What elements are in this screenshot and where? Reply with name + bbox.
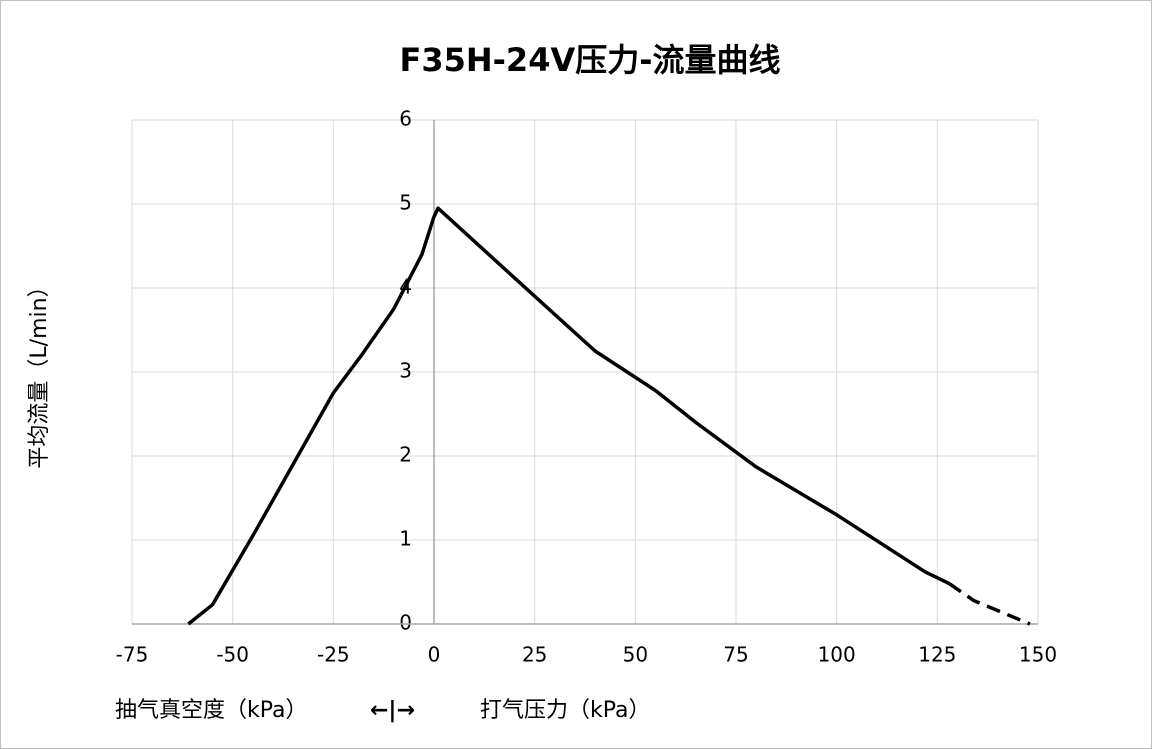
y-tick-label: 0 xyxy=(399,611,412,635)
chart-title: F35H-24V压力-流量曲线 xyxy=(399,41,780,79)
y-tick-label: 6 xyxy=(399,107,412,131)
x-tick-label: -50 xyxy=(216,643,249,667)
x-tick-label: 75 xyxy=(723,643,748,667)
x-axis-label-left: 抽气真空度（kPa） xyxy=(115,698,308,723)
y-axis-label: 平均流量（L/min） xyxy=(27,275,52,468)
x-tick-label: 100 xyxy=(818,643,856,667)
x-axis-label-mid: ←|→ xyxy=(370,698,415,723)
y-tick-label: 3 xyxy=(399,359,412,383)
x-tick-label: 125 xyxy=(918,643,956,667)
x-tick-label: -25 xyxy=(317,643,350,667)
x-axis-label-right: 打气压力（kPa） xyxy=(480,698,651,723)
x-tick-label: 50 xyxy=(623,643,648,667)
y-tick-label: 2 xyxy=(399,443,412,467)
data-line xyxy=(187,206,951,626)
x-tick-label: 0 xyxy=(428,643,441,667)
x-tick-label: -75 xyxy=(116,643,149,667)
x-tick-label: 25 xyxy=(522,643,547,667)
y-tick-label: 1 xyxy=(399,527,412,551)
data-line xyxy=(948,582,1031,626)
y-tick-label: 5 xyxy=(399,191,412,215)
x-tick-label: 150 xyxy=(1019,643,1057,667)
